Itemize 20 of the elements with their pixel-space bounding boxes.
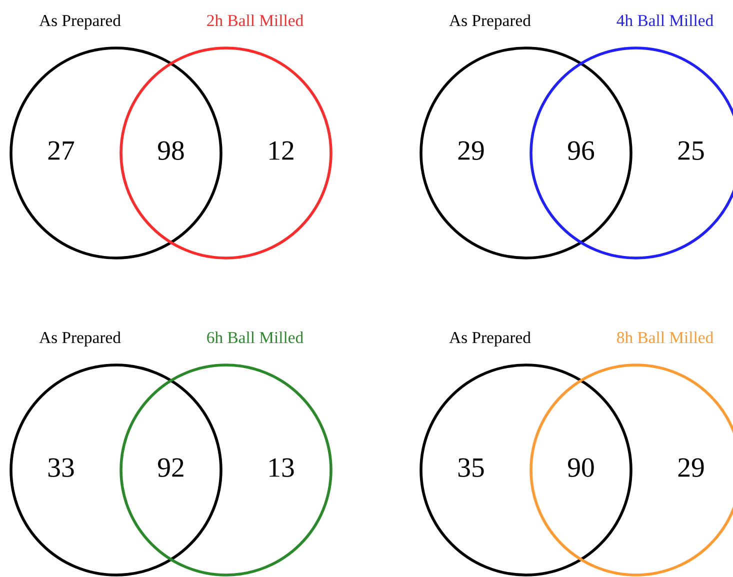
data-label: 13 (270, 458, 294, 477)
data-label: 92 (158, 458, 184, 477)
data-label: 96 (568, 141, 594, 160)
text: 4h Ball Milled (616, 14, 714, 26)
data-label: 27 (48, 141, 74, 160)
data-label: 35 (458, 458, 484, 477)
data-label: 29 (458, 141, 484, 160)
data-label: 33 (48, 458, 74, 477)
text: As Prepared (449, 331, 531, 347)
data-label: 98 (158, 141, 184, 160)
data-label: 12 (270, 141, 294, 160)
text: 8h Ball Milled (617, 331, 714, 344)
text: 2h Ball Milled (207, 14, 304, 26)
text: As Prepared (39, 331, 121, 347)
text: As Prepared (39, 14, 121, 30)
data-label: 29 (678, 458, 704, 477)
data-label: 90 (568, 458, 594, 477)
data-label: 25 (678, 141, 704, 160)
text: 6h Ball Milled (207, 331, 304, 344)
text: As Prepared (449, 14, 531, 30)
